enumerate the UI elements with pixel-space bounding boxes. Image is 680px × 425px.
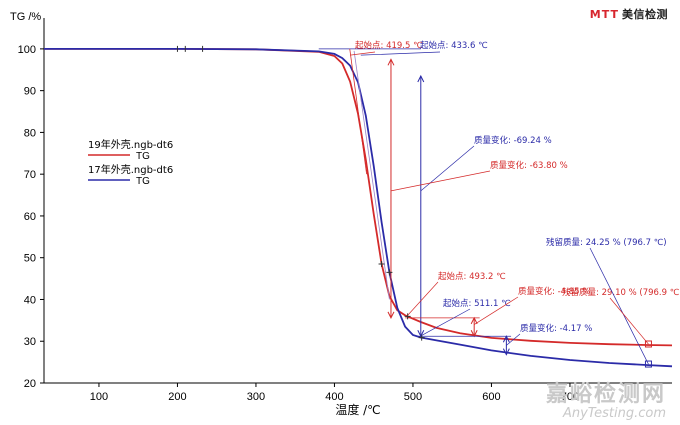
annotation-leader [609, 297, 649, 345]
legend-entry-label: TG [136, 176, 150, 187]
y-tick-label: 40 [24, 294, 36, 306]
mass-change-arrow-blue-head-top [417, 74, 425, 83]
y-axis-label: TG /% [10, 11, 41, 23]
y-tick-label: 50 [24, 253, 36, 265]
x-tick-label: 600 [482, 391, 500, 403]
x-tick-label: 300 [247, 391, 265, 403]
annotation-leader [360, 51, 441, 56]
series-line-2 [44, 48, 673, 368]
y-tick-label: 70 [24, 169, 36, 181]
x-tick-label: 400 [325, 391, 343, 403]
annotation-leader [506, 333, 521, 346]
annotation-label: 起始点: 419.5 ℃ [355, 40, 423, 51]
annotation-label: 质量变化: -4.85 % [518, 286, 590, 297]
x-axis-label: 温度 /℃ [335, 402, 380, 417]
annotation-label: 残留质量: 24.25 % (796.7 ℃) [546, 237, 667, 248]
brand-mark: MTT [589, 8, 619, 21]
y-tick-label: 60 [24, 211, 36, 223]
annotation-leader [473, 296, 519, 325]
watermark-cn: 嘉峪检测网 [545, 382, 666, 407]
legend-entry-label: TG [136, 151, 150, 162]
legend-entry-name: 19年外壳.ngb-dt6 [88, 138, 173, 151]
brand-name: 美信检测 [622, 8, 668, 21]
residual-marker-red [644, 340, 652, 348]
y-tick-label: 30 [24, 336, 36, 348]
annotation-label: 起始点: 511.1 ℃ [443, 298, 511, 309]
watermark: 嘉峪检测网 AnyTesting.com [546, 376, 666, 421]
annotation-label: 质量变化: -63.80 % [490, 160, 568, 171]
curve-marker [378, 260, 385, 267]
residual-marker-blue [644, 360, 652, 368]
brand-logo: MTT 美信检测 [590, 6, 668, 22]
legend-entry-name: 17年外壳.ngb-dt6 [88, 163, 173, 176]
onset-tangent [353, 50, 390, 300]
annotation-leader [390, 170, 491, 192]
annotation-label: 起始点: 433.6 ℃ [420, 40, 488, 51]
onset-tangent-red [349, 48, 368, 175]
annotation-leader [350, 51, 376, 56]
curve-marker [418, 334, 425, 341]
annotation-leader [420, 145, 475, 192]
annotation-label: 残留质量: 29.10 % (796.9 ℃) [562, 287, 680, 298]
annotation-leader [589, 247, 649, 365]
annotation-label: 质量变化: -69.24 % [474, 135, 552, 146]
x-tick-label: 500 [404, 391, 422, 403]
watermark-en: AnyTesting.com [562, 406, 666, 421]
annotation-label: 质量变化: -4.17 % [520, 323, 592, 334]
step2-arrow-blue-head-bottom [502, 348, 510, 356]
annotation-leader [421, 308, 471, 336]
y-tick-label: 80 [24, 127, 36, 139]
series-line-1 [44, 48, 673, 347]
y-tick-label: 20 [24, 378, 36, 390]
annotation-leader [407, 281, 439, 316]
annotation-label: 起始点: 493.2 ℃ [438, 271, 506, 282]
curve-marker [404, 313, 411, 320]
x-tick-label: 700 [561, 391, 579, 403]
mass-change-arrow-red-head-top [387, 58, 395, 66]
curve-marker [386, 269, 393, 276]
x-tick-label: 200 [168, 391, 186, 403]
y-tick-label: 90 [24, 86, 36, 98]
x-tick-label: 100 [90, 391, 108, 403]
y-tick-label: 100 [18, 44, 36, 56]
mass-change-arrow-red-head-bottom [387, 311, 395, 319]
